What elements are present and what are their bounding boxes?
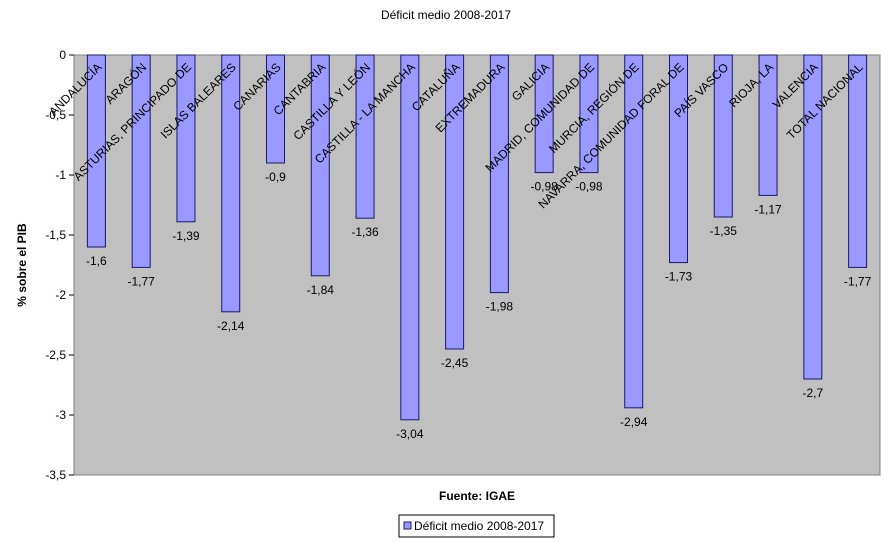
data-label: -0,98 [575, 180, 603, 194]
bar [310, 54, 330, 277]
y-tick-label: -2,5 [45, 348, 66, 362]
data-label: -1,6 [86, 254, 107, 268]
data-label: -1,17 [754, 202, 782, 216]
y-axis-title: % sobre el PIB [15, 223, 29, 307]
data-labels: -1,6 -1,77 -1,39 -2,14 -0,9 -1,84 -1,36 -3,04 -2… [86, 170, 872, 441]
y-tick-label: -2 [55, 288, 66, 302]
data-label: -2,94 [620, 415, 648, 429]
y-tick-label: 0 [59, 48, 66, 62]
data-label: -0,9 [265, 170, 286, 184]
bar [848, 54, 868, 268]
bar [400, 54, 420, 421]
legend-label: Déficit medio 2008-2017 [414, 519, 544, 533]
bar [534, 54, 554, 174]
data-label: -2,14 [217, 319, 245, 333]
data-label: -1,84 [307, 283, 335, 297]
data-label: -1,73 [665, 270, 693, 284]
bar [579, 54, 599, 174]
data-label: -0,98 [530, 180, 558, 194]
data-label: -2,7 [802, 386, 823, 400]
legend-box [398, 514, 555, 538]
legend: Déficit medio 2008-2017 [398, 514, 555, 538]
data-label: -1,77 [844, 274, 872, 288]
data-label: -1,39 [172, 229, 200, 243]
data-label: -1,98 [486, 300, 514, 314]
bar-series [86, 54, 868, 421]
bar [624, 54, 644, 409]
y-axis: 0 -0,5 -1 -1,5 -2 -2,5 -3 -3,5 [45, 48, 74, 482]
data-label: -1,35 [710, 224, 738, 238]
bar [669, 54, 688, 264]
bar [713, 54, 733, 218]
bar [445, 54, 465, 350]
bar [803, 54, 823, 380]
data-label: -1,36 [351, 225, 379, 239]
y-tick-label: -3 [55, 408, 66, 422]
bar [266, 54, 285, 164]
plot-area [73, 54, 881, 476]
data-label: -1,77 [127, 274, 155, 288]
chart-title: Déficit medio 2008-2017 [381, 8, 511, 22]
y-tick-label: -3,5 [45, 468, 66, 482]
data-label: -3,04 [396, 427, 424, 441]
y-tick-label: -1 [55, 168, 66, 182]
legend-swatch [403, 521, 412, 530]
y-tick-label: -0,5 [45, 108, 66, 122]
y-tick-label: -1,5 [45, 228, 66, 242]
bar [489, 54, 509, 294]
data-label: -2,45 [441, 356, 469, 370]
bar [758, 54, 778, 196]
bar [355, 54, 375, 219]
bar [131, 54, 151, 268]
x-axis-title: Fuente: IGAE [439, 489, 515, 503]
bar [176, 54, 196, 223]
bar [86, 54, 106, 248]
bar [221, 54, 241, 313]
